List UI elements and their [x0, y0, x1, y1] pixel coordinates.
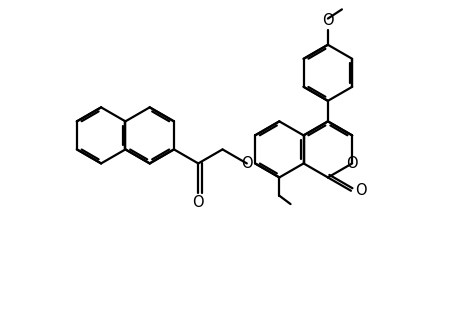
Text: O: O	[241, 156, 253, 171]
Text: O: O	[193, 195, 204, 210]
Text: O: O	[346, 156, 358, 171]
Text: O: O	[322, 13, 334, 28]
Text: O: O	[355, 183, 367, 198]
